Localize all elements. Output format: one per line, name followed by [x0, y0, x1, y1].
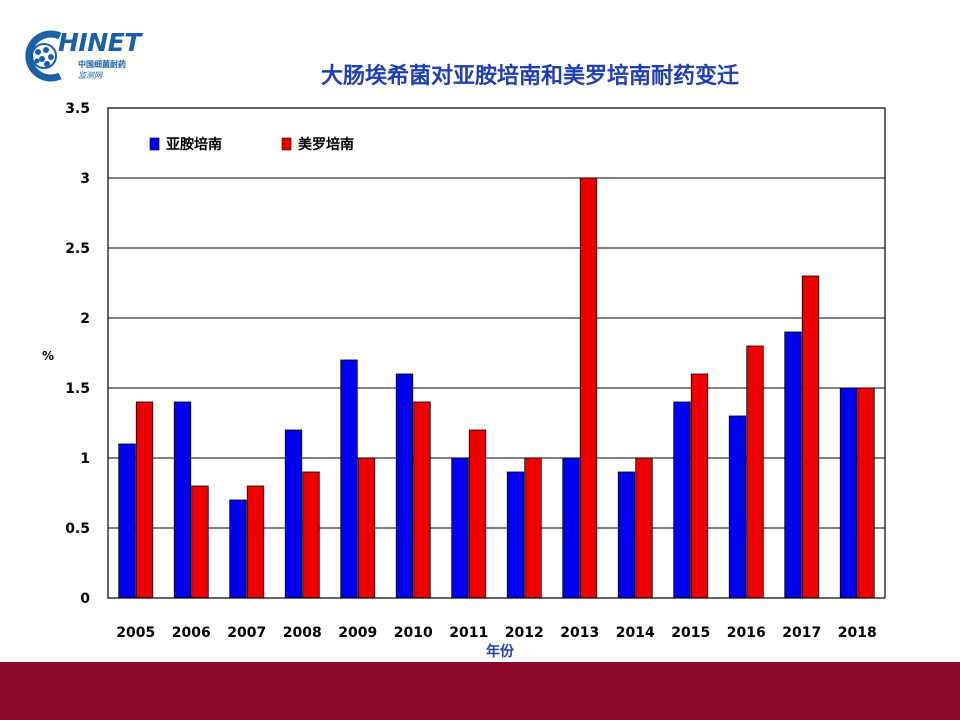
legend-swatch-0 — [149, 137, 160, 151]
legend-label-1: 美罗培南 — [298, 136, 354, 153]
x-tick-label: 2017 — [782, 625, 821, 641]
bar-imipenem-2007 — [229, 499, 247, 599]
bar-meropenem-2005 — [135, 401, 154, 599]
chart-title: 大肠埃希菌对亚胺培南和美罗培南耐药变迁 — [320, 64, 739, 89]
legend-label-0: 亚胺培南 — [166, 136, 222, 153]
bar-imipenem-2010 — [395, 373, 414, 599]
x-tick-label: 2006 — [172, 625, 211, 641]
bar-imipenem-2018 — [839, 387, 858, 599]
bar-meropenem-2013 — [579, 177, 598, 599]
y-tick-label: 0.5 — [65, 521, 90, 537]
bar-meropenem-2009 — [357, 457, 376, 599]
bar-meropenem-2014 — [635, 457, 653, 599]
y-tick-label: 1.5 — [65, 381, 90, 397]
x-tick-label: 2011 — [449, 625, 488, 641]
bar-imipenem-2005 — [118, 443, 136, 599]
bar-chart: 0 0.5 1 1.5 2 2.5 3 3.5 2005 2006 2007 2008 2009 201… — [42, 101, 886, 660]
x-tick-label: 2016 — [727, 625, 766, 641]
logo-text: HINET — [58, 28, 141, 57]
logo-subtitle-net: 监测网 — [78, 71, 102, 80]
y-tick-label: 3 — [80, 171, 90, 187]
bar-meropenem-2012 — [524, 457, 542, 599]
legend-swatch-1 — [281, 137, 292, 151]
bar-imipenem-2013 — [562, 457, 580, 599]
bar-meropenem-2008 — [302, 471, 320, 599]
x-tick-label: 2018 — [838, 625, 877, 641]
y-tick-label: 0 — [80, 591, 90, 607]
bar-meropenem-2018 — [857, 387, 875, 599]
x-axis-label: 年份 — [486, 643, 515, 660]
x-tick-label: 2012 — [505, 625, 544, 641]
bar-meropenem-2015 — [690, 373, 709, 599]
x-tick-label: 2010 — [394, 625, 433, 641]
y-tick-label: 1 — [80, 451, 90, 467]
y-axis-label: % — [42, 349, 54, 363]
bar-meropenem-2017 — [801, 275, 820, 599]
legend: 亚胺培南 美罗培南 — [149, 136, 354, 153]
y-tick-label: 2.5 — [65, 241, 90, 257]
bar-imipenem-2017 — [784, 331, 802, 599]
bar-imipenem-2016 — [728, 415, 747, 599]
x-tick-label: 2007 — [227, 625, 266, 641]
footer-band — [0, 662, 960, 720]
plot-frame — [107, 107, 886, 599]
bar-meropenem-2010 — [413, 401, 431, 599]
y-tick-label: 3.5 — [65, 101, 90, 117]
bar-imipenem-2011 — [451, 457, 469, 599]
x-tick-label: 2013 — [560, 625, 599, 641]
bars — [118, 177, 875, 599]
x-tick-label: 2008 — [283, 625, 322, 641]
bar-imipenem-2015 — [673, 401, 691, 599]
x-tick-label: 2014 — [616, 625, 655, 641]
y-axis-ticks: 0 0.5 1 1.5 2 2.5 3 3.5 — [65, 101, 90, 607]
bar-meropenem-2007 — [246, 485, 265, 599]
x-tick-label: 2005 — [116, 625, 155, 641]
bar-imipenem-2009 — [340, 359, 358, 599]
gridlines — [108, 177, 885, 529]
x-axis-ticks: 2005 2006 2007 2008 2009 2010 2011 2012 2013 2014… — [116, 625, 876, 641]
bar-imipenem-2008 — [284, 429, 303, 599]
x-tick-label: 2015 — [671, 625, 710, 641]
bar-meropenem-2011 — [468, 429, 487, 599]
logo-circle-icon — [25, 30, 62, 82]
bar-meropenem-2016 — [746, 345, 764, 599]
bar-meropenem-2006 — [191, 485, 209, 599]
hinet-logo: HINET 中国细菌耐药 监测网 — [22, 26, 162, 90]
bar-imipenem-2014 — [617, 471, 636, 599]
bar-imipenem-2012 — [506, 471, 525, 599]
y-tick-label: 2 — [80, 311, 90, 327]
logo-subtitle-cn: 中国细菌耐药 — [78, 60, 126, 69]
x-tick-label: 2009 — [338, 625, 377, 641]
bar-imipenem-2006 — [173, 401, 192, 599]
